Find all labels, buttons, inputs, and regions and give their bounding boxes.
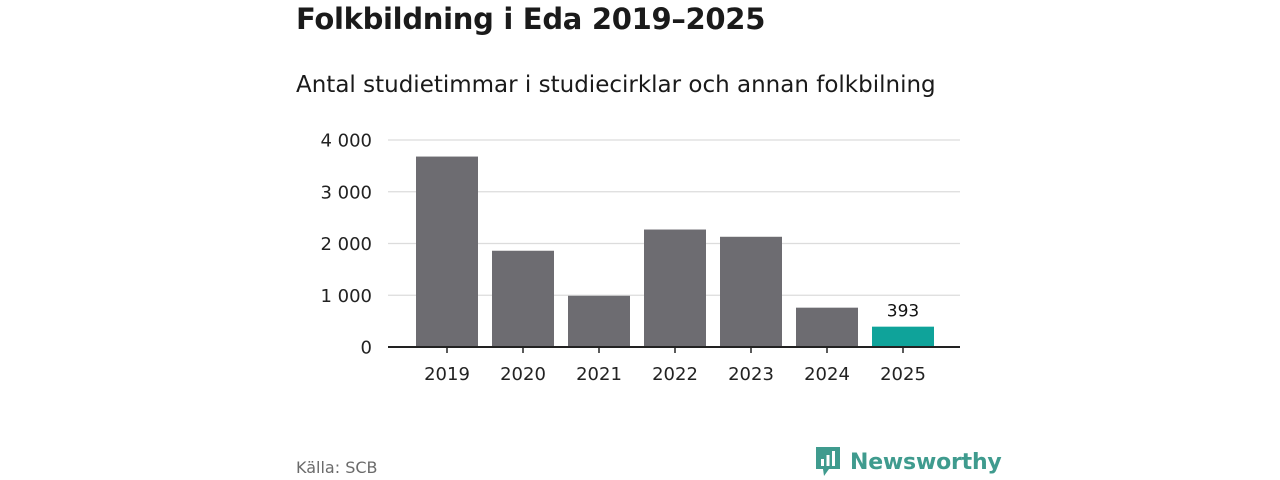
chart-title: Folkbildning i Eda 2019–2025 [296,2,766,36]
bars [416,156,934,347]
x-tick-label: 2019 [424,364,470,385]
data-label: 393 [887,302,919,322]
data-labels: 393 [887,302,919,322]
y-tick-label: 1 000 [320,286,372,307]
bar-2019 [416,156,478,347]
newsworthy-logo: Newsworthy [814,445,1002,479]
bar-2020 [492,250,554,347]
bar-chart-badge-icon [816,447,840,476]
bar-2025 [872,326,934,347]
x-tick-label: 2021 [576,364,622,385]
bar-2024 [796,307,858,347]
y-tick-label: 3 000 [320,182,372,203]
x-tick-label: 2025 [880,364,926,385]
y-tick-label: 0 [361,338,372,359]
bar-2022 [644,229,706,347]
bar-2023 [720,236,782,347]
x-tick-label: 2022 [652,364,698,385]
x-tick-label: 2023 [728,364,774,385]
y-tick-label: 4 000 [320,131,372,152]
bar-2021 [568,295,630,347]
x-axis-ticks: 2019 2020 2021 2022 2023 2024 2025 [424,347,926,385]
chart-subtitle: Antal studietimmar i studiecirklar och a… [296,72,936,98]
y-tick-label: 2 000 [320,234,372,255]
x-tick-label: 2024 [804,364,850,385]
x-tick-label: 2020 [500,364,546,385]
source-note: Källa: SCB [296,458,378,477]
brand-name: Newsworthy [850,449,1002,475]
y-axis-ticks: 0 1 000 2 000 3 000 4 000 [320,131,372,359]
